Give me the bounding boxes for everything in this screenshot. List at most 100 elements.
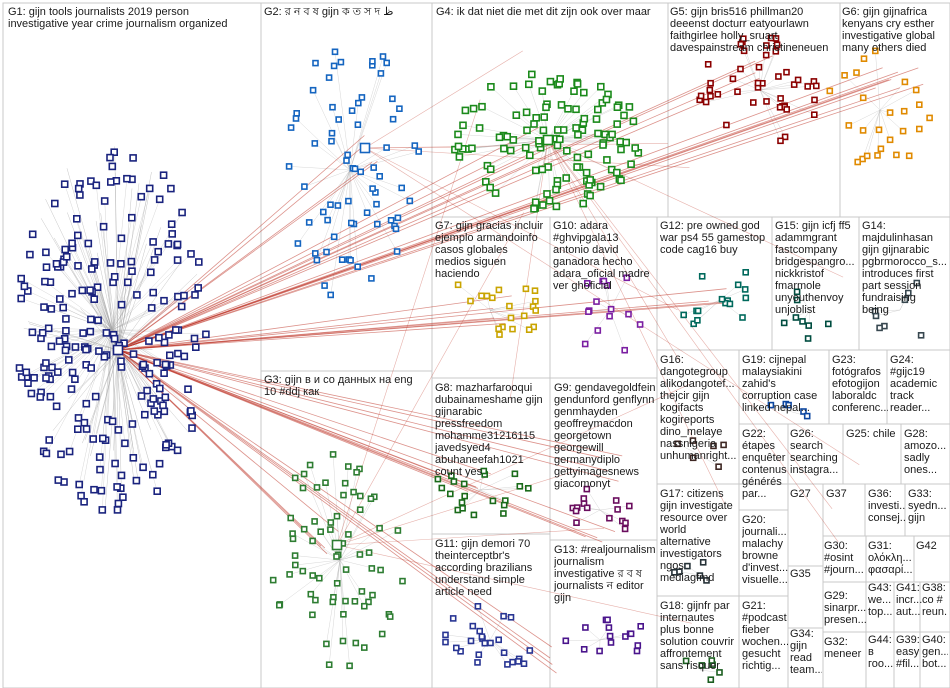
graph-node xyxy=(110,334,119,343)
graph-edge xyxy=(479,489,506,501)
graph-node xyxy=(324,216,331,224)
graph-node xyxy=(460,480,468,488)
graph-node xyxy=(716,669,723,676)
node-layer xyxy=(15,34,933,684)
group-box-g2 xyxy=(260,2,433,372)
graph-node xyxy=(100,352,109,361)
graph-node xyxy=(580,114,589,123)
graph-node xyxy=(90,258,99,266)
graph-node xyxy=(145,369,154,378)
graph-node xyxy=(311,140,319,147)
graph-node xyxy=(637,622,645,630)
graph-node xyxy=(73,215,81,223)
graph-node xyxy=(139,463,147,472)
graph-node xyxy=(503,132,512,141)
graph-edge xyxy=(289,559,341,575)
group-box-g36 xyxy=(864,483,906,537)
graph-node xyxy=(110,148,118,156)
graph-node xyxy=(90,485,98,494)
graph-node xyxy=(373,200,380,208)
graph-edge xyxy=(336,559,341,584)
graph-node xyxy=(137,392,146,400)
graph-node xyxy=(389,95,396,103)
graph-node xyxy=(794,76,802,84)
graph-edge xyxy=(96,185,113,331)
graph-node xyxy=(117,234,126,243)
graph-edge xyxy=(349,145,415,171)
graph-node xyxy=(720,441,727,449)
graph-node xyxy=(539,126,548,135)
graph-node xyxy=(442,638,449,646)
graph-node xyxy=(579,199,588,208)
graph-node xyxy=(767,401,775,409)
graph-node xyxy=(583,485,591,493)
graph-node xyxy=(606,312,613,320)
graph-node xyxy=(82,425,91,433)
graph-node xyxy=(24,379,32,388)
graph-edge xyxy=(489,309,525,317)
graph-node xyxy=(596,182,605,191)
graph-node xyxy=(509,325,516,333)
graph-node xyxy=(42,248,50,257)
group-box-g35 xyxy=(787,565,824,629)
graph-node xyxy=(52,402,61,411)
graph-node xyxy=(187,250,195,258)
graph-edge xyxy=(117,349,552,648)
graph-node xyxy=(593,105,602,114)
graph-node xyxy=(570,87,578,95)
graph-node xyxy=(376,524,383,532)
graph-node xyxy=(487,83,495,91)
graph-edge xyxy=(866,109,881,156)
graph-node xyxy=(368,565,376,572)
graph-node xyxy=(147,268,155,277)
graph-node xyxy=(478,633,486,640)
graph-node xyxy=(74,184,83,193)
graph-node xyxy=(509,136,518,144)
graph-node xyxy=(913,279,921,287)
graph-node xyxy=(45,436,54,444)
graph-node xyxy=(286,571,293,578)
graph-node xyxy=(22,368,31,377)
graph-node xyxy=(582,168,591,177)
graph-node xyxy=(269,576,277,584)
graph-edge xyxy=(117,349,491,475)
graph-node xyxy=(114,426,123,434)
graph-node xyxy=(41,277,49,286)
graph-node xyxy=(167,184,175,193)
graph-node xyxy=(532,297,539,305)
graph-node xyxy=(500,501,508,509)
graph-node xyxy=(344,463,352,470)
graph-node xyxy=(491,189,500,197)
graph-node xyxy=(772,47,780,55)
graph-edge xyxy=(304,169,351,187)
graph-node xyxy=(20,282,29,291)
graph-node xyxy=(68,368,77,377)
graph-node xyxy=(680,311,688,319)
graph-node xyxy=(707,92,714,100)
graph-node xyxy=(530,120,538,128)
graph-node xyxy=(65,447,74,456)
graph-node xyxy=(53,368,62,376)
graph-edge xyxy=(117,183,140,351)
graph-node xyxy=(392,225,400,233)
graph-node xyxy=(507,613,515,621)
graph-node xyxy=(461,492,469,500)
graph-node xyxy=(893,151,900,159)
group-box-g33 xyxy=(904,483,950,537)
graph-node xyxy=(55,337,64,345)
graph-node xyxy=(75,480,83,489)
graph-node xyxy=(564,105,572,113)
graph-node xyxy=(474,602,482,610)
graph-node xyxy=(36,393,45,401)
graph-node xyxy=(91,392,100,401)
graph-node xyxy=(28,328,37,337)
graph-node xyxy=(542,134,554,146)
graph-node xyxy=(718,295,726,303)
graph-edge xyxy=(609,277,628,311)
graph-node xyxy=(57,450,65,459)
graph-node xyxy=(307,590,315,598)
graph-node xyxy=(311,518,318,525)
graph-node xyxy=(338,256,346,264)
graph-edge xyxy=(547,139,726,506)
graph-node xyxy=(67,385,76,393)
